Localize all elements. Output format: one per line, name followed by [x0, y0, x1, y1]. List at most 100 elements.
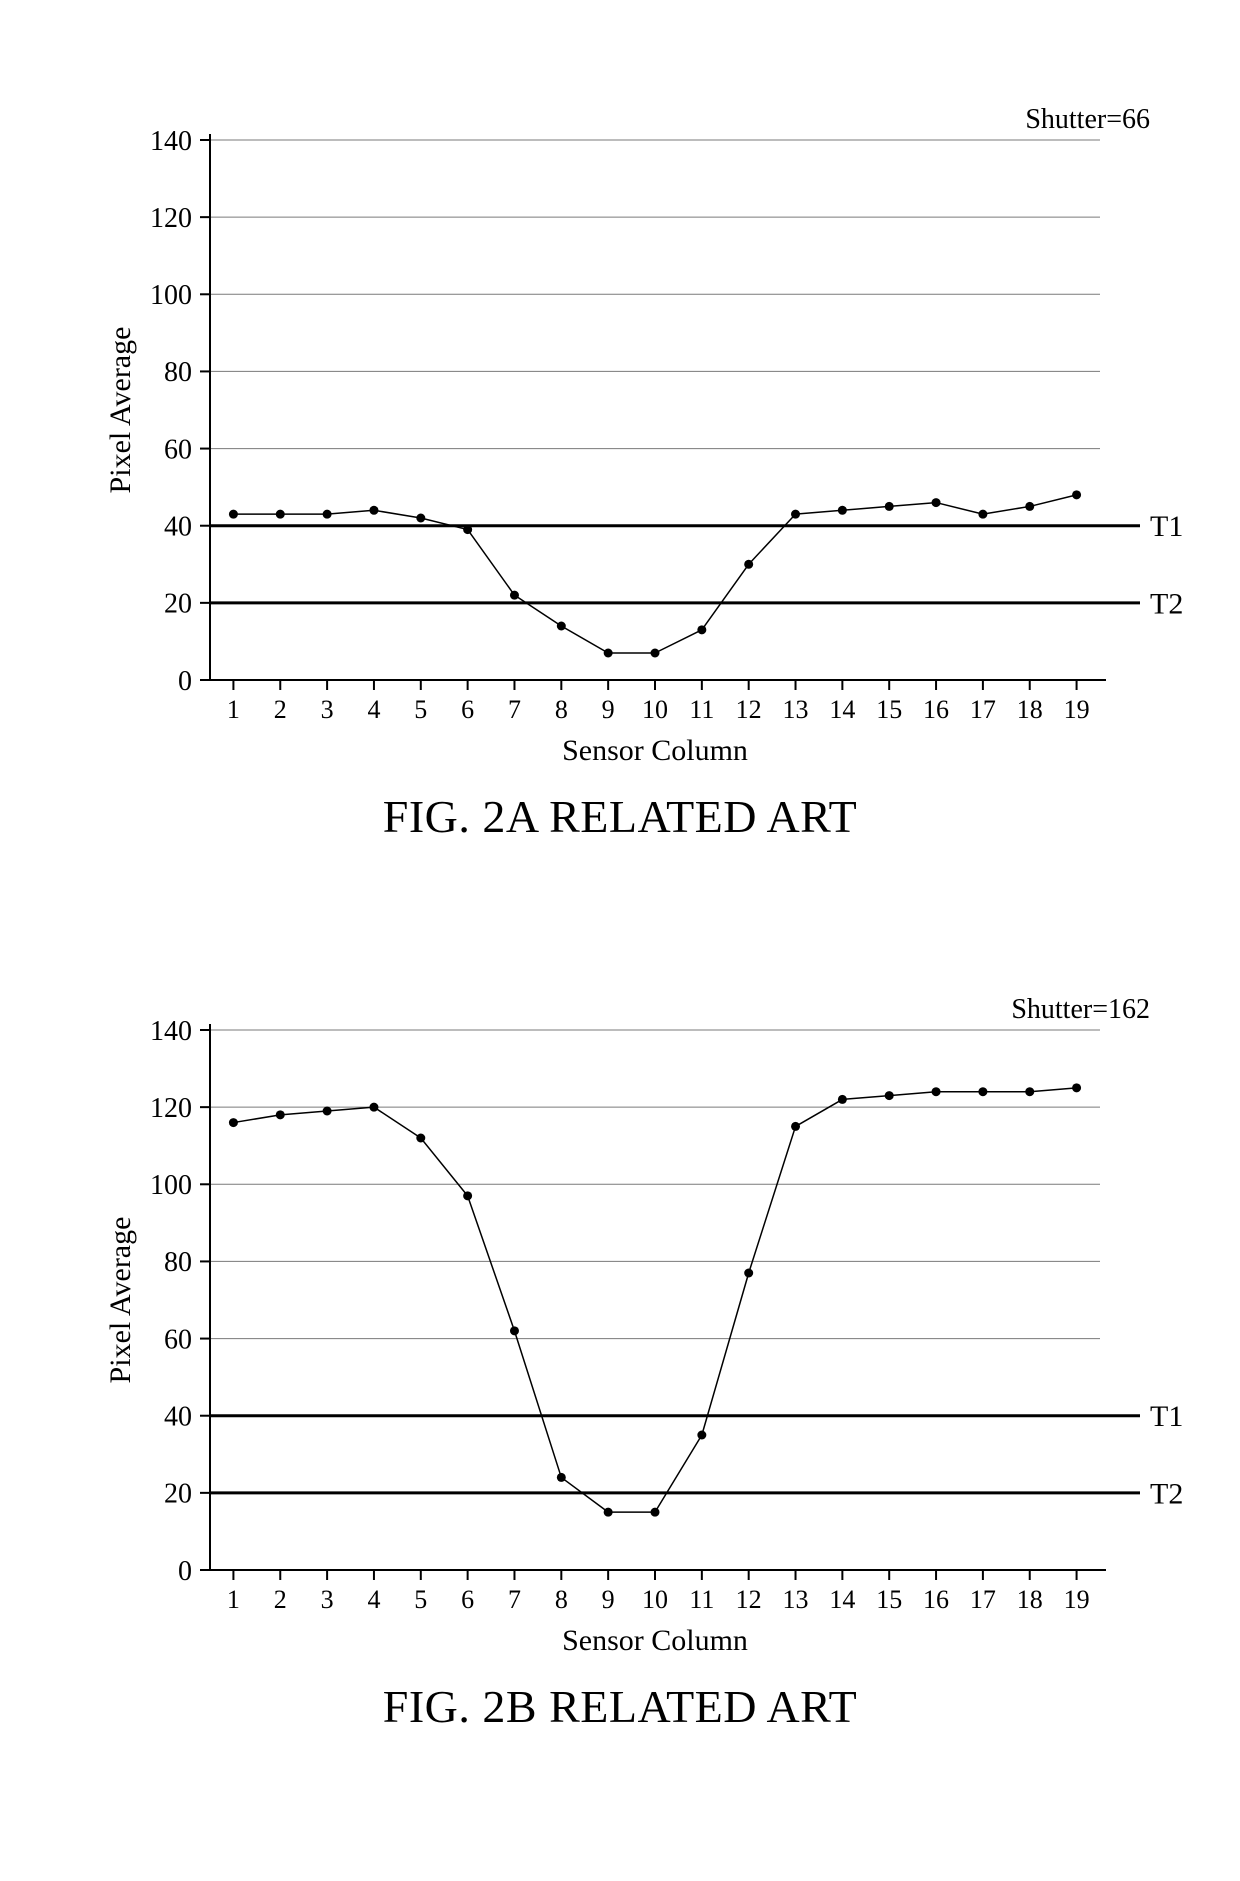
y-tick-label: 80 [164, 357, 192, 388]
figure-2b-panel: T1T2020406080100120140123456789101112131… [0, 950, 1240, 1733]
chart-annotation: Shutter=66 [1025, 104, 1150, 135]
figure-2a-panel: T1T2020406080100120140123456789101112131… [0, 60, 1240, 843]
threshold-label-t2: T2 [1150, 587, 1183, 620]
y-tick-label: 0 [178, 666, 192, 697]
y-axis-label: Pixel Average [104, 327, 137, 494]
page: T1T2020406080100120140123456789101112131… [0, 0, 1240, 1881]
data-marker [1072, 1083, 1081, 1092]
figure-2b-caption: FIG. 2B RELATED ART [0, 1680, 1240, 1733]
y-tick-label: 40 [164, 512, 192, 543]
data-marker [1025, 1087, 1034, 1096]
data-line [233, 495, 1076, 653]
y-tick-label: 60 [164, 434, 192, 465]
threshold-label-t1: T1 [1150, 1400, 1183, 1433]
x-tick-label: 19 [1064, 1585, 1090, 1614]
x-tick-label: 4 [367, 695, 380, 724]
x-axis-label: Sensor Column [562, 1624, 748, 1657]
x-tick-label: 4 [367, 1585, 380, 1614]
x-tick-label: 9 [602, 1585, 615, 1614]
x-tick-label: 19 [1064, 695, 1090, 724]
data-marker [276, 1110, 285, 1119]
x-tick-label: 8 [555, 695, 568, 724]
figure-2b-chart: T1T2020406080100120140123456789101112131… [0, 950, 1240, 1670]
x-tick-label: 1 [227, 695, 240, 724]
x-tick-label: 7 [508, 1585, 521, 1614]
x-tick-label: 17 [970, 695, 996, 724]
y-tick-label: 40 [164, 1402, 192, 1433]
y-tick-label: 80 [164, 1247, 192, 1278]
y-tick-label: 20 [164, 1479, 192, 1510]
data-marker [885, 1091, 894, 1100]
x-tick-label: 13 [783, 1585, 809, 1614]
y-tick-label: 140 [150, 1016, 192, 1047]
data-marker [604, 649, 613, 658]
threshold-label-t2: T2 [1150, 1477, 1183, 1510]
x-tick-label: 14 [829, 695, 855, 724]
data-marker [744, 560, 753, 569]
x-tick-label: 8 [555, 1585, 568, 1614]
data-marker [697, 1431, 706, 1440]
y-tick-label: 20 [164, 589, 192, 620]
threshold-label-t1: T1 [1150, 510, 1183, 543]
x-tick-label: 16 [923, 695, 949, 724]
x-tick-label: 3 [321, 695, 334, 724]
x-tick-label: 15 [876, 695, 902, 724]
chart-annotation: Shutter=162 [1011, 994, 1150, 1025]
x-tick-label: 16 [923, 1585, 949, 1614]
figure-2a-chart: T1T2020406080100120140123456789101112131… [0, 60, 1240, 780]
data-marker [510, 1326, 519, 1335]
x-tick-label: 1 [227, 1585, 240, 1614]
x-tick-label: 11 [689, 695, 714, 724]
data-marker [1025, 502, 1034, 511]
x-tick-label: 5 [414, 1585, 427, 1614]
data-marker [978, 1087, 987, 1096]
data-marker [557, 1473, 566, 1482]
data-marker [651, 1508, 660, 1517]
data-marker [604, 1508, 613, 1517]
x-tick-label: 2 [274, 1585, 287, 1614]
figure-2a-caption: FIG. 2A RELATED ART [0, 790, 1240, 843]
y-tick-label: 100 [150, 1170, 192, 1201]
data-marker [651, 649, 660, 658]
data-marker [791, 1122, 800, 1131]
data-marker [791, 510, 800, 519]
data-marker [323, 510, 332, 519]
x-tick-label: 11 [689, 1585, 714, 1614]
data-marker [885, 502, 894, 511]
x-tick-label: 17 [970, 1585, 996, 1614]
data-marker [229, 1118, 238, 1127]
x-tick-label: 7 [508, 695, 521, 724]
x-tick-label: 10 [642, 1585, 668, 1614]
y-tick-label: 120 [150, 1093, 192, 1124]
data-line [233, 1088, 1076, 1512]
data-marker [369, 1103, 378, 1112]
y-tick-label: 100 [150, 280, 192, 311]
data-marker [229, 510, 238, 519]
data-marker [323, 1107, 332, 1116]
x-tick-label: 9 [602, 695, 615, 724]
y-axis-label: Pixel Average [104, 1217, 137, 1384]
data-marker [557, 622, 566, 631]
x-tick-label: 12 [736, 695, 762, 724]
x-tick-label: 2 [274, 695, 287, 724]
y-tick-label: 140 [150, 126, 192, 157]
data-marker [838, 506, 847, 515]
x-tick-label: 18 [1017, 1585, 1043, 1614]
data-marker [744, 1269, 753, 1278]
x-tick-label: 14 [829, 1585, 855, 1614]
y-tick-label: 60 [164, 1324, 192, 1355]
data-marker [510, 591, 519, 600]
data-marker [697, 625, 706, 634]
x-tick-label: 5 [414, 695, 427, 724]
data-marker [416, 514, 425, 523]
x-axis-label: Sensor Column [562, 734, 748, 767]
x-tick-label: 10 [642, 695, 668, 724]
y-tick-label: 120 [150, 203, 192, 234]
x-tick-label: 15 [876, 1585, 902, 1614]
x-tick-label: 18 [1017, 695, 1043, 724]
data-marker [463, 1191, 472, 1200]
data-marker [463, 525, 472, 534]
data-marker [838, 1095, 847, 1104]
y-tick-label: 0 [178, 1556, 192, 1587]
x-tick-label: 6 [461, 695, 474, 724]
